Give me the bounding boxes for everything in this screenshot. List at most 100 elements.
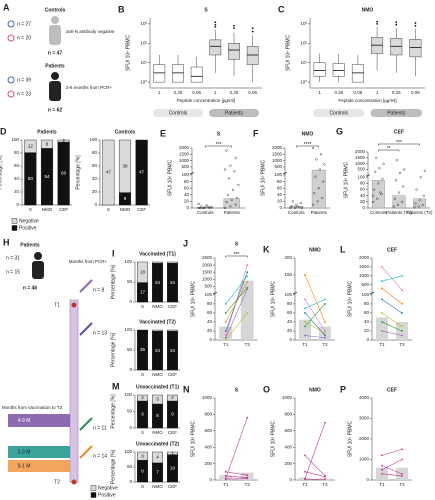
point xyxy=(224,334,227,337)
y-tick-label: 40 xyxy=(184,192,190,197)
count-label: 47 xyxy=(139,170,145,175)
y-axis-label: SFU/ 10⁶ PBMC xyxy=(270,420,276,457)
y-tick-label: 1500 xyxy=(272,152,283,157)
point xyxy=(304,478,306,481)
point xyxy=(394,179,397,182)
x-tick-label: T2 xyxy=(322,342,328,347)
person-icon xyxy=(51,16,59,24)
y-tick-label: 100 xyxy=(89,137,97,142)
point xyxy=(401,330,403,332)
y-tick-label: 1500 xyxy=(359,264,370,269)
point xyxy=(381,312,383,314)
count-label: 18 xyxy=(140,269,146,274)
y-axis-label: SFU/ 10⁶ PBMC xyxy=(125,34,131,71)
y-tick-label: 80 xyxy=(207,301,213,306)
chart-title: S xyxy=(235,387,239,393)
point xyxy=(381,177,384,180)
pair-line xyxy=(381,448,403,456)
point xyxy=(313,192,316,195)
point xyxy=(298,206,301,209)
significance-label: *** xyxy=(234,252,240,258)
y-axis-label: Percentage [%] xyxy=(110,449,116,484)
x-axis-label: Peptide concentration [µg/ml] xyxy=(177,98,235,103)
bar-segment xyxy=(57,139,70,143)
count-label: 60 xyxy=(61,171,67,176)
point xyxy=(304,298,306,301)
point xyxy=(377,182,380,185)
point xyxy=(229,164,232,167)
total: n = 46 xyxy=(23,285,38,291)
y-tick-label: 100 xyxy=(124,327,132,332)
pair-line xyxy=(225,471,248,476)
pair-line xyxy=(381,473,403,477)
y-tick-label: 100 xyxy=(274,172,282,177)
pair-line xyxy=(225,288,248,338)
x-tick-label: Patients xyxy=(311,210,328,215)
point xyxy=(234,157,237,160)
point xyxy=(375,156,378,159)
panel-letter: H xyxy=(3,237,10,247)
y-axis-label: Percentage [%] xyxy=(75,155,81,190)
y-tick-label: 10² xyxy=(140,40,147,45)
point xyxy=(246,286,249,289)
y-tick-label: 20 xyxy=(360,199,366,204)
count-label: 38 xyxy=(122,163,128,168)
significance-label: *** xyxy=(396,140,402,146)
point xyxy=(403,168,406,171)
axis-break xyxy=(212,292,218,295)
range-box xyxy=(8,446,70,458)
chart-title: Unvaccinated (T1) xyxy=(136,384,179,390)
y-axis-label: SFU/ 10⁶ PBMC xyxy=(190,280,196,317)
pair-line xyxy=(304,274,326,323)
point xyxy=(421,203,424,207)
point xyxy=(323,163,326,166)
x-tick-label: 0.06 xyxy=(248,90,257,95)
axis-break xyxy=(189,172,195,175)
legend-label: Negative xyxy=(19,218,39,224)
person-icon xyxy=(34,252,42,260)
point xyxy=(401,472,403,475)
significance-label: ** xyxy=(387,146,391,152)
x-tick-label: 1 xyxy=(376,90,379,95)
point xyxy=(401,289,403,292)
y-tick-label: 60 xyxy=(14,163,20,168)
x-tick-label: NMO xyxy=(120,207,131,212)
axis-break xyxy=(282,172,288,175)
y-tick-label: 100 xyxy=(361,292,369,297)
panel-letter: G xyxy=(336,126,343,136)
x-tick-label: T1 xyxy=(379,342,385,347)
x-tick-label: NMO xyxy=(152,484,163,489)
bar-segment xyxy=(137,394,148,402)
count-label: 17 xyxy=(140,289,146,294)
y-tick-label: 60 xyxy=(207,310,213,315)
point xyxy=(246,281,249,283)
point xyxy=(373,188,376,191)
bar-segment xyxy=(167,329,178,332)
count-label: 9 xyxy=(171,412,174,417)
x-tick-label: NMO xyxy=(42,207,53,212)
y-axis-label: SFU/ 10⁶ PBMC xyxy=(260,159,266,196)
count-label: 8 xyxy=(141,468,144,473)
y-tick-label: 500 xyxy=(357,167,365,172)
range-box xyxy=(8,414,70,427)
y-axis-label: SFU/ 10⁶ PBMC xyxy=(347,420,353,457)
y-tick-label: 0 xyxy=(279,205,282,210)
chart-title: Vaccinated (T1) xyxy=(139,251,176,257)
y-tick-label: 40 xyxy=(207,319,213,324)
count: n = 23 xyxy=(17,91,31,97)
point xyxy=(246,312,249,314)
pair-line xyxy=(304,422,326,479)
y-tick-label: 2500 xyxy=(202,255,213,260)
point xyxy=(230,198,233,201)
y-tick-label: 1000 xyxy=(272,158,283,163)
group-pill xyxy=(153,109,203,117)
point xyxy=(401,274,403,277)
chart-title: NMO xyxy=(309,387,321,393)
point xyxy=(381,298,383,301)
y-tick-label: 800 xyxy=(204,412,212,417)
y-tick-label: 20 xyxy=(287,328,293,333)
x-tick-label: 0.25 xyxy=(392,90,401,95)
y-tick-label: 100 xyxy=(204,292,212,297)
count: n = 31 xyxy=(6,255,20,261)
